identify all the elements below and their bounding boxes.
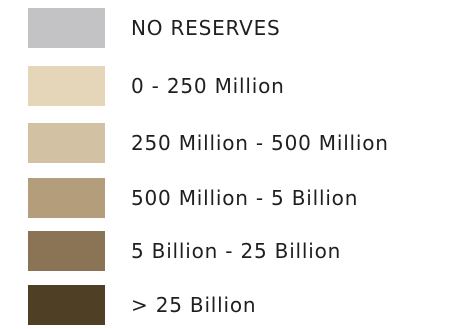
legend-swatch-0-250-million	[28, 66, 105, 106]
legend-swatch-500-million-5-billion	[28, 178, 105, 218]
legend-item-500-million-5-billion: 500 Million - 5 Billion	[0, 178, 452, 222]
legend-swatch-5-25-billion	[28, 231, 105, 271]
legend-label-5-25-billion: 5 Billion - 25 Billion	[131, 239, 342, 263]
legend-label-0-250-million: 0 - 250 Million	[131, 74, 285, 98]
legend-label-over-25-billion: > 25 Billion	[131, 293, 257, 317]
legend-item-5-25-billion: 5 Billion - 25 Billion	[0, 231, 452, 275]
legend-label-250-500-million: 250 Million - 500 Million	[131, 131, 389, 155]
legend-swatch-250-500-million	[28, 123, 105, 163]
legend-item-no-reserves: NO RESERVES	[0, 8, 452, 52]
legend-item-over-25-billion: > 25 Billion	[0, 285, 452, 329]
legend-label-no-reserves: NO RESERVES	[131, 16, 281, 40]
legend-item-0-250-million: 0 - 250 Million	[0, 66, 452, 110]
legend-swatch-no-reserves	[28, 8, 105, 48]
legend-swatch-over-25-billion	[28, 285, 105, 325]
legend-label-500-million-5-billion: 500 Million - 5 Billion	[131, 186, 359, 210]
legend-item-250-500-million: 250 Million - 500 Million	[0, 123, 452, 167]
